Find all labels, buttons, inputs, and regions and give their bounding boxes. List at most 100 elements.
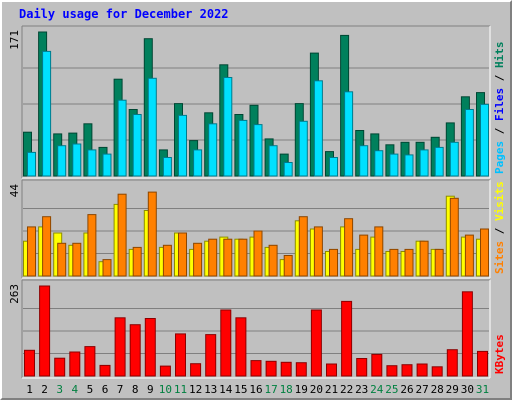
x-tick-label: 23 [355, 383, 368, 396]
x-tick-label: 21 [325, 383, 338, 396]
bar-kbytes-day-30 [461, 291, 473, 377]
bar-files-day-4 [72, 143, 82, 177]
bar-sites-day-17 [268, 244, 278, 277]
bar-files-day-19 [298, 120, 308, 177]
legend: Sites / Visits [493, 181, 506, 274]
bar-files-day-14 [223, 77, 233, 177]
bar-sites-day-18 [283, 255, 293, 277]
bar-files-day-5 [87, 149, 97, 177]
bar-kbytes-day-12 [190, 363, 202, 377]
x-tick-label: 13 [204, 383, 217, 396]
bar-sites-day-31 [480, 228, 489, 277]
bar-files-day-6 [102, 153, 112, 177]
bar-files-day-16 [253, 124, 263, 177]
bar-kbytes-day-15 [235, 317, 247, 377]
bar-files-day-2 [42, 50, 52, 177]
bar-kbytes-day-24 [371, 353, 383, 377]
bar-files-day-25 [389, 153, 399, 177]
bar-sites-day-25 [389, 248, 399, 277]
bar-sites-day-15 [238, 238, 248, 277]
bar-files-day-13 [208, 123, 218, 177]
bar-sites-day-24 [374, 226, 384, 277]
x-tick-label: 25 [385, 383, 398, 396]
x-tick-label: 7 [117, 383, 124, 396]
bar-files-day-18 [283, 162, 293, 177]
bar-kbytes-day-4 [69, 351, 81, 377]
x-tick-label: 16 [249, 383, 262, 396]
bar-kbytes-day-10 [159, 365, 171, 377]
bar-sites-day-30 [464, 234, 474, 277]
bar-kbytes-day-27 [416, 363, 428, 377]
legend-item-pages: Pages [493, 141, 506, 174]
bar-files-day-29 [449, 141, 459, 177]
bar-kbytes-day-25 [386, 365, 398, 377]
bar-kbytes-day-14 [220, 309, 232, 377]
bar-kbytes-day-22 [341, 300, 353, 377]
panel-kbytes: 263 KBytes [8, 279, 506, 379]
bar-files-day-10 [162, 157, 172, 177]
bar-kbytes-day-26 [401, 364, 413, 377]
bar-sites-day-14 [223, 238, 233, 277]
bar-kbytes-day-6 [99, 364, 111, 377]
bar-kbytes-day-13 [205, 334, 217, 377]
bar-sites-day-26 [404, 248, 414, 277]
bar-kbytes-day-3 [54, 357, 66, 377]
panel-visits-sites: 44 Sites / Visits [8, 179, 506, 279]
x-tick-label: 31 [476, 383, 489, 396]
bar-files-day-28 [434, 146, 444, 177]
bar-sites-day-29 [449, 197, 459, 277]
bar-kbytes-day-23 [356, 358, 368, 377]
bar-kbytes-day-31 [477, 350, 488, 377]
chart-title: Daily usage for December 2022 [19, 7, 229, 21]
legend: KBytes [493, 334, 506, 374]
bar-files-day-21 [329, 157, 338, 177]
bar-sites-day-4 [72, 242, 82, 277]
legend: Pages / Files / Hits [493, 42, 506, 175]
bar-files-day-22 [344, 91, 354, 177]
bar-kbytes-day-29 [446, 349, 458, 377]
bar-sites-day-2 [42, 216, 52, 277]
x-tick-label: 15 [234, 383, 247, 396]
x-tick-label: 30 [461, 383, 474, 396]
bar-kbytes-day-1 [24, 349, 35, 377]
bar-sites-day-21 [329, 248, 338, 277]
bar-files-day-31 [480, 103, 489, 177]
bar-kbytes-day-19 [295, 362, 307, 377]
legend-item-hits: Hits [493, 42, 506, 69]
bar-kbytes-day-28 [431, 366, 443, 377]
bar-kbytes-day-17 [265, 360, 277, 377]
x-tick-label: 18 [280, 383, 293, 396]
x-tick-label: 14 [219, 383, 233, 396]
bar-sites-day-6 [102, 259, 112, 277]
bar-sites-day-19 [298, 216, 308, 277]
x-tick-label: 8 [132, 383, 139, 396]
bar-sites-day-5 [87, 214, 97, 277]
bar-sites-day-11 [178, 232, 187, 277]
bar-sites-day-3 [57, 242, 67, 277]
bar-sites-day-8 [132, 246, 142, 277]
bar-sites-day-20 [313, 226, 323, 277]
bar-files-day-26 [404, 154, 414, 177]
x-tick-label: 2 [41, 383, 48, 396]
bar-files-day-7 [117, 99, 127, 177]
bar-sites-day-27 [419, 240, 429, 277]
panel-hits-files-pages: 171 Pages / Files / Hits [8, 25, 506, 179]
bar-files-day-24 [374, 150, 384, 177]
bar-files-day-23 [359, 145, 369, 177]
bar-kbytes-day-9 [144, 318, 156, 377]
bar-files-day-8 [132, 114, 142, 177]
bar-files-day-27 [419, 149, 429, 177]
x-tick-label: 9 [147, 383, 154, 396]
scale-label: 171 [8, 30, 21, 50]
x-tick-label: 6 [102, 383, 109, 396]
x-tick-label: 28 [431, 383, 444, 396]
x-tick-label: 4 [71, 383, 78, 396]
bar-files-day-17 [268, 145, 278, 177]
legend-item-files: Files [493, 88, 506, 121]
bar-kbytes-day-5 [84, 346, 96, 377]
legend-item-sites: Sites [493, 241, 506, 274]
bar-files-day-11 [178, 114, 187, 177]
bar-files-day-15 [238, 119, 248, 177]
bar-sites-day-23 [359, 234, 369, 277]
